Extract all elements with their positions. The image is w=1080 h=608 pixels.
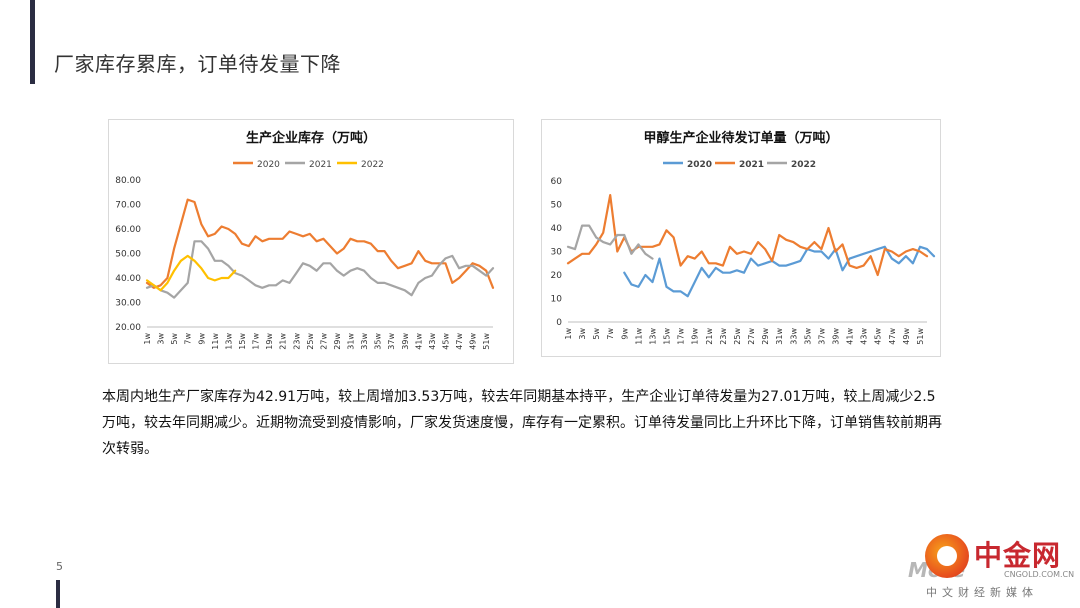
logo-domain-text: CNGOLD.COM.CN	[1004, 570, 1075, 579]
x-tick-label: 17w	[677, 328, 686, 345]
footer-accent-bar	[56, 580, 60, 608]
y-tick-label: 50.00	[115, 250, 141, 260]
y-tick-label: 40.00	[115, 274, 141, 284]
x-tick-label: 39w	[831, 328, 840, 345]
x-tick-label: 37w	[817, 328, 826, 345]
logo-main-text: 中金网	[974, 539, 1062, 572]
logo-emblem-icon	[925, 534, 969, 578]
legend-label-2021: 2021	[309, 160, 332, 170]
x-tick-label: 49w	[469, 333, 478, 350]
x-tick-label: 31w	[347, 333, 356, 350]
chart-title: 生产企业库存（万吨）	[246, 130, 376, 146]
x-tick-label: 33w	[789, 328, 798, 345]
x-tick-label: 45w	[874, 328, 883, 345]
x-tick-label: 43w	[428, 333, 437, 350]
x-tick-label: 1w	[143, 333, 152, 345]
x-tick-label: 15w	[663, 328, 672, 345]
x-tick-label: 51w	[482, 333, 491, 350]
y-tick-label: 30	[551, 248, 563, 258]
x-tick-label: 35w	[803, 328, 812, 345]
chart-title: 甲醇生产企业待发订单量（万吨）	[643, 130, 838, 146]
x-tick-label: 3w	[578, 328, 587, 340]
x-tick-label: 19w	[691, 328, 700, 345]
x-tick-label: 17w	[252, 333, 261, 350]
x-tick-label: 13w	[224, 333, 233, 350]
x-tick-label: 25w	[306, 333, 315, 350]
y-tick-label: 40	[551, 224, 563, 234]
x-tick-label: 11w	[634, 328, 643, 345]
series-line-2022	[566, 224, 654, 260]
x-tick-label: 21w	[279, 333, 288, 350]
x-tick-label: 49w	[902, 328, 911, 345]
x-tick-label: 37w	[387, 333, 396, 350]
logo-tagline-text: 中文财经新媒体	[926, 586, 1038, 599]
x-tick-label: 35w	[374, 333, 383, 350]
x-tick-label: 9w	[197, 333, 206, 345]
x-tick-label: 5w	[170, 333, 179, 345]
inventory-chart: 生产企业库存（万吨） 2020 2021 2022 20.00 30.00 40.00 50.…	[108, 119, 514, 364]
x-tick-label: 13w	[648, 328, 657, 345]
cngold-logo: More 中金网 CNGOLD.COM.CN 中文财经新媒体	[908, 534, 1076, 604]
y-tick-label: 60	[551, 177, 563, 187]
x-tick-label: 47w	[888, 328, 897, 345]
x-tick-label: 7w	[184, 333, 193, 345]
summary-paragraph: 本周内地生产厂家库存为42.91万吨，较上周增加3.53万吨，较去年同期基本持平…	[102, 389, 942, 457]
legend-label-2022: 2022	[791, 160, 816, 170]
y-tick-label: 50	[551, 201, 563, 211]
series-line-2020	[145, 198, 495, 289]
x-tick-label: 15w	[238, 333, 247, 350]
y-tick-label: 70.00	[115, 201, 141, 211]
legend-label-2022: 2022	[361, 160, 384, 170]
legend-label-2021: 2021	[739, 160, 764, 170]
y-tick-label: 10	[551, 295, 563, 305]
x-tick-label: 19w	[265, 333, 274, 350]
page-title: 厂家库存累库，订单待发量下降	[54, 52, 341, 76]
legend-label-2020: 2020	[687, 160, 712, 170]
x-tick-label: 51w	[916, 328, 925, 345]
x-tick-label: 47w	[455, 333, 464, 350]
x-tick-label: 23w	[719, 328, 728, 345]
x-tick-label: 9w	[620, 328, 629, 340]
x-tick-label: 41w	[414, 333, 423, 350]
y-tick-label: 60.00	[115, 225, 141, 235]
y-tick-label: 0	[556, 318, 562, 328]
series-line-2022	[145, 254, 237, 292]
x-tick-label: 21w	[705, 328, 714, 345]
series-line-2021	[145, 240, 495, 299]
series-line-2020	[623, 245, 936, 298]
x-tick-label: 27w	[747, 328, 756, 345]
title-accent-bar	[30, 0, 35, 84]
x-tick-label: 29w	[333, 333, 342, 350]
y-tick-label: 80.00	[115, 176, 141, 186]
x-tick-label: 27w	[319, 333, 328, 350]
x-tick-label: 41w	[846, 328, 855, 345]
x-tick-label: 33w	[360, 333, 369, 350]
x-tick-label: 39w	[401, 333, 410, 350]
y-tick-label: 30.00	[115, 299, 141, 309]
y-tick-label: 20	[551, 271, 563, 281]
x-tick-label: 3w	[157, 333, 166, 345]
x-tick-label: 11w	[211, 333, 220, 350]
x-tick-label: 45w	[442, 333, 451, 350]
page-number: 5	[56, 560, 63, 573]
pending-orders-chart: 甲醇生产企业待发订单量（万吨） 2020 2021 2022 0 10 20 30 40 50 60…	[541, 119, 941, 357]
x-tick-label: 31w	[775, 328, 784, 345]
x-tick-label: 23w	[292, 333, 301, 350]
x-tick-label: 1w	[564, 328, 573, 340]
x-tick-label: 7w	[606, 328, 615, 340]
x-tick-label: 43w	[860, 328, 869, 345]
y-tick-label: 20.00	[115, 323, 141, 333]
x-tick-label: 29w	[761, 328, 770, 345]
legend-label-2020: 2020	[257, 160, 280, 170]
x-tick-label: 25w	[733, 328, 742, 345]
x-tick-label: 5w	[592, 328, 601, 340]
